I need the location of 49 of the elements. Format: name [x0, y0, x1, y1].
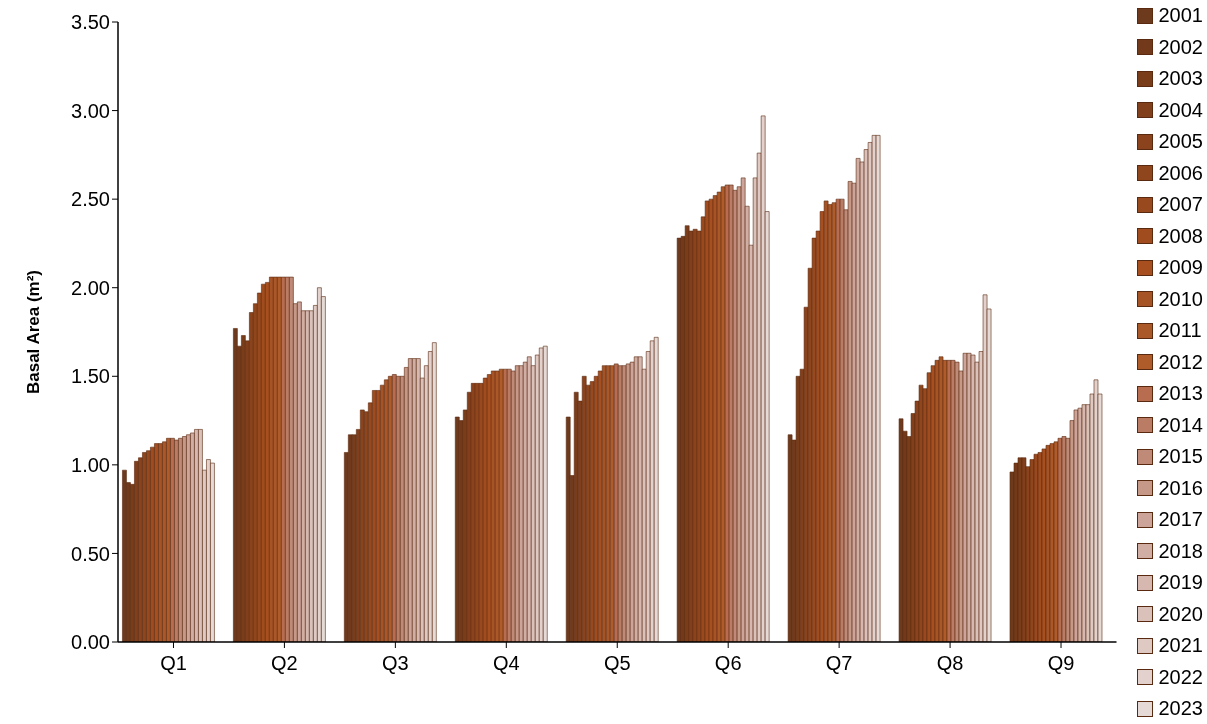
y-tick-label: 0.50: [71, 542, 110, 565]
bar: [210, 462, 215, 642]
x-tick-label: Q7: [825, 652, 853, 675]
legend-label: 2012: [1158, 350, 1203, 374]
y-tick-label: 3.00: [71, 99, 110, 122]
legend-label: 2003: [1158, 67, 1203, 91]
legend-label: 2017: [1158, 508, 1203, 532]
legend-label: 2019: [1158, 571, 1203, 595]
x-tick-label: Q4: [492, 652, 520, 675]
bar: [760, 115, 766, 642]
legend-label: 2015: [1158, 445, 1203, 469]
y-tick-label: 3.50: [71, 11, 110, 34]
bar: [198, 429, 203, 642]
x-tick-label: Q8: [936, 652, 964, 675]
legend-label: 2014: [1158, 413, 1203, 437]
legend-label: 2020: [1158, 602, 1203, 626]
legend-label: 2010: [1158, 287, 1203, 311]
legend-label: 2016: [1158, 476, 1203, 500]
legend-label: 2022: [1158, 665, 1203, 689]
bar: [653, 337, 659, 642]
bar: [565, 416, 571, 642]
legend-label: 2004: [1158, 98, 1203, 122]
legend-label: 2001: [1158, 4, 1203, 28]
bar: [432, 342, 437, 642]
legend-label: 2009: [1158, 256, 1203, 280]
y-tick-label: 1.50: [71, 365, 110, 388]
legend-label: 2018: [1158, 539, 1203, 563]
y-tick-label: 2.00: [71, 276, 110, 299]
legend-label: 2007: [1158, 193, 1203, 217]
legend-label: 2013: [1158, 382, 1203, 406]
bar: [875, 135, 881, 642]
y-tick-label: 1.00: [71, 453, 110, 476]
x-tick-label: Q6: [714, 652, 742, 675]
y-tick-label: 0.00: [71, 631, 110, 654]
legend-label: 2011: [1158, 319, 1202, 343]
legend-label: 2005: [1158, 130, 1203, 154]
legend-label: 2023: [1158, 697, 1203, 721]
y-tick-label: 2.50: [71, 188, 110, 211]
legend-label: 2008: [1158, 224, 1203, 248]
x-tick-label: Q1: [160, 652, 187, 675]
legend-label: 2021: [1158, 634, 1203, 658]
bar: [542, 345, 548, 642]
x-tick-label: Q9: [1047, 652, 1075, 675]
y-axis-title: Basal Area (m²): [24, 269, 44, 395]
legend-label: 2002: [1158, 35, 1203, 59]
x-tick-label: Q2: [271, 652, 298, 675]
x-tick-label: Q5: [603, 652, 631, 675]
legend-label: 2006: [1158, 161, 1203, 185]
x-tick-label: Q3: [382, 652, 409, 675]
